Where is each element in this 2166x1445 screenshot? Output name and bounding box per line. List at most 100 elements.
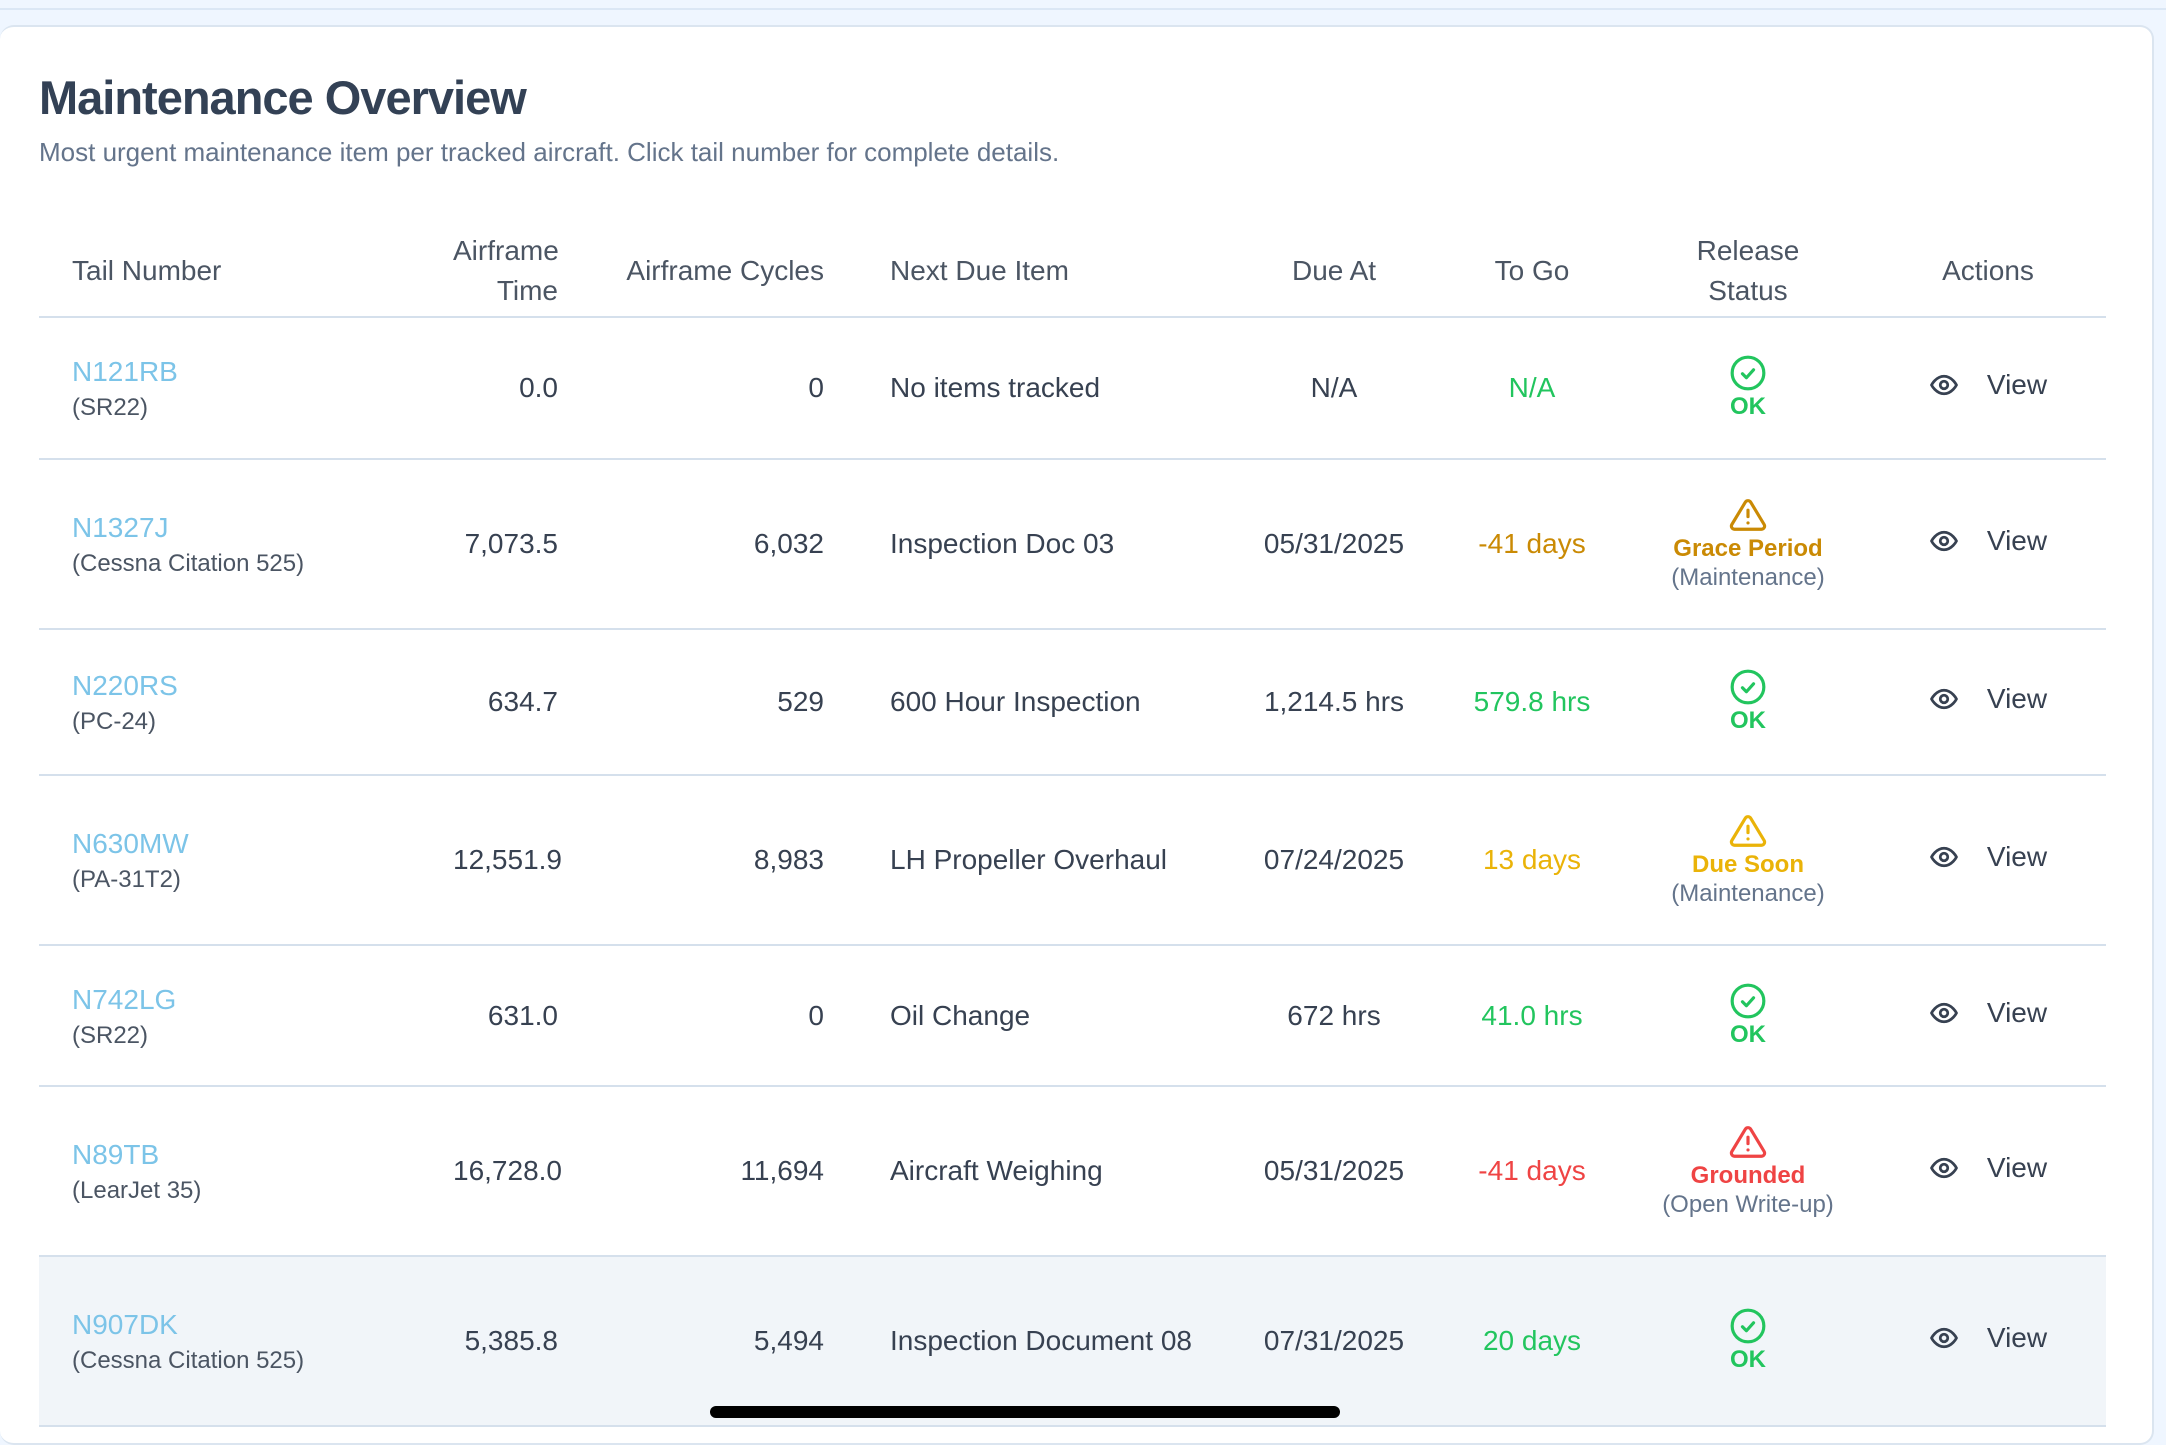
next-due-item: 600 Hour Inspection	[857, 629, 1230, 776]
due-at: 1,214.5 hrs	[1230, 629, 1438, 776]
view-label: View	[1986, 1152, 2048, 1183]
release-status: Grounded (Open Write-up)	[1626, 1086, 1870, 1257]
view-button[interactable]: View	[1929, 1148, 2047, 1188]
airframe-time: 0.0	[420, 317, 591, 460]
view-label: View	[1986, 525, 2048, 556]
tail-number-link[interactable]: N121RB	[72, 356, 178, 387]
airframe-time: 5,385.8	[420, 1256, 591, 1427]
tail-number-link[interactable]: N630MW	[72, 828, 189, 859]
due-at: 05/31/2025	[1230, 459, 1438, 630]
tail-number-link[interactable]: N907DK	[72, 1309, 178, 1340]
alert-triangle-icon	[1659, 812, 1837, 850]
eye-icon	[1929, 1323, 1959, 1353]
next-due-item: Inspection Document 08	[857, 1256, 1230, 1427]
maintenance-table: Tail Number Airframe Time Airframe Cycle…	[39, 225, 2106, 1427]
release-status: OK	[1626, 317, 1870, 460]
aircraft-model: (Cessna Citation 525)	[72, 1347, 305, 1374]
status-badge: OK	[1730, 707, 1766, 734]
airframe-cycles: 5,494	[591, 1256, 857, 1427]
aircraft-model: (Cessna Citation 525)	[72, 550, 305, 577]
next-due-item: Oil Change	[857, 945, 1230, 1087]
eye-icon	[1929, 526, 1959, 556]
view-button[interactable]: View	[1929, 1318, 2047, 1358]
alert-triangle-icon	[1659, 496, 1837, 534]
airframe-cycles: 0	[591, 317, 857, 460]
col-release-status[interactable]: Release Status	[1626, 225, 1870, 318]
airframe-cycles: 8,983	[591, 775, 857, 946]
scrollbar[interactable]	[710, 1406, 1340, 1418]
due-at: 07/24/2025	[1230, 775, 1438, 946]
view-label: View	[1986, 841, 2048, 872]
col-to-go[interactable]: To Go	[1438, 225, 1626, 318]
top-bar	[0, 0, 2166, 10]
check-circle-icon	[1659, 354, 1837, 392]
airframe-cycles: 6,032	[591, 459, 857, 630]
to-go: -41 days	[1438, 1086, 1626, 1257]
status-reason: (Open Write-up)	[1662, 1191, 1834, 1218]
to-go: -41 days	[1438, 459, 1626, 630]
table-header-row: Tail Number Airframe Time Airframe Cycle…	[39, 225, 2106, 318]
eye-icon	[1929, 842, 1959, 872]
status-reason: (Maintenance)	[1671, 564, 1825, 591]
view-label: View	[1986, 683, 2048, 714]
alert-triangle-icon	[1659, 1123, 1837, 1161]
due-at: N/A	[1230, 317, 1438, 460]
airframe-time: 12,551.9	[420, 775, 591, 946]
release-status: Grace Period (Maintenance)	[1626, 459, 1870, 630]
view-button[interactable]: View	[1929, 679, 2047, 719]
view-label: View	[1986, 996, 2048, 1028]
col-airframe-time[interactable]: Airframe Time	[420, 225, 591, 318]
airframe-time: 7,073.5	[420, 459, 591, 630]
tail-number-link[interactable]: N1327J	[72, 512, 169, 543]
release-status: OK	[1626, 629, 1870, 776]
eye-icon	[1929, 370, 1959, 400]
status-badge: OK	[1730, 393, 1766, 420]
status-badge: OK	[1730, 1346, 1766, 1373]
aircraft-model: (PA-31T2)	[72, 866, 181, 893]
airframe-cycles: 11,694	[591, 1086, 857, 1257]
view-button[interactable]: View	[1929, 521, 2047, 561]
view-button[interactable]: View	[1929, 837, 2047, 877]
aircraft-model: (LearJet 35)	[72, 1177, 202, 1204]
next-due-item: No items tracked	[857, 317, 1230, 460]
due-at: 07/31/2025	[1230, 1256, 1438, 1427]
airframe-time: 631.0	[420, 945, 591, 1087]
aircraft-model: (SR22)	[72, 1021, 149, 1049]
aircraft-model: (PC-24)	[72, 708, 157, 735]
col-next-due-item[interactable]: Next Due Item	[857, 225, 1230, 318]
table-row: N907DK (Cessna Citation 525) 5,385.8 5,49…	[39, 1256, 2106, 1427]
airframe-time: 16,728.0	[420, 1086, 591, 1257]
table-row: N121RB (SR22) 0.0 0 No items tracked N/A …	[39, 317, 2106, 460]
eye-icon	[1929, 1153, 1959, 1183]
status-reason: (Maintenance)	[1671, 880, 1825, 907]
table-row: N89TB (LearJet 35) 16,728.0 11,694 Aircra…	[39, 1086, 2106, 1257]
release-status: OK	[1626, 945, 1870, 1087]
view-label: View	[1986, 1322, 2048, 1353]
tail-number-link[interactable]: N89TB	[72, 1139, 160, 1170]
status-badge: Grounded	[1690, 1162, 1806, 1189]
table-row: N742LG (SR22) 631.0 0 Oil Change 672 hrs …	[39, 945, 2106, 1087]
table-row: N1327J (Cessna Citation 525) 7,073.5 6,03…	[39, 459, 2106, 630]
to-go: 13 days	[1438, 775, 1626, 946]
tail-number-link[interactable]: N742LG	[72, 983, 177, 1015]
status-badge: Due Soon	[1692, 851, 1804, 878]
release-status: Due Soon (Maintenance)	[1626, 775, 1870, 946]
table-row: N220RS (PC-24) 634.7 529 600 Hour Inspect…	[39, 629, 2106, 776]
page-title: Maintenance Overview	[39, 71, 527, 124]
to-go: 20 days	[1438, 1256, 1626, 1427]
check-circle-icon	[1659, 1307, 1837, 1345]
eye-icon	[1929, 998, 1959, 1028]
airframe-cycles: 529	[591, 629, 857, 776]
col-due-at[interactable]: Due At	[1230, 225, 1438, 318]
col-tail-number[interactable]: Tail Number	[39, 225, 420, 318]
due-at: 05/31/2025	[1230, 1086, 1438, 1257]
col-airframe-cycles[interactable]: Airframe Cycles	[591, 225, 857, 318]
next-due-item: LH Propeller Overhaul	[857, 775, 1230, 946]
aircraft-model: (SR22)	[72, 394, 149, 421]
view-button[interactable]: View	[1929, 365, 2047, 405]
to-go: 579.8 hrs	[1438, 629, 1626, 776]
view-button[interactable]: View	[1929, 993, 2047, 1033]
status-badge: OK	[1730, 1020, 1766, 1048]
to-go: N/A	[1438, 317, 1626, 460]
tail-number-link[interactable]: N220RS	[72, 670, 178, 701]
